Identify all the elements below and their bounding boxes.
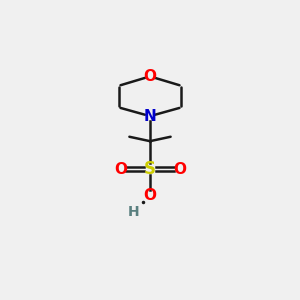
Text: S: S bbox=[144, 160, 156, 178]
Text: O: O bbox=[173, 162, 186, 177]
Text: O: O bbox=[143, 188, 157, 203]
Text: H: H bbox=[128, 205, 140, 219]
Text: N: N bbox=[144, 109, 156, 124]
Text: O: O bbox=[143, 69, 157, 84]
Text: O: O bbox=[114, 162, 127, 177]
